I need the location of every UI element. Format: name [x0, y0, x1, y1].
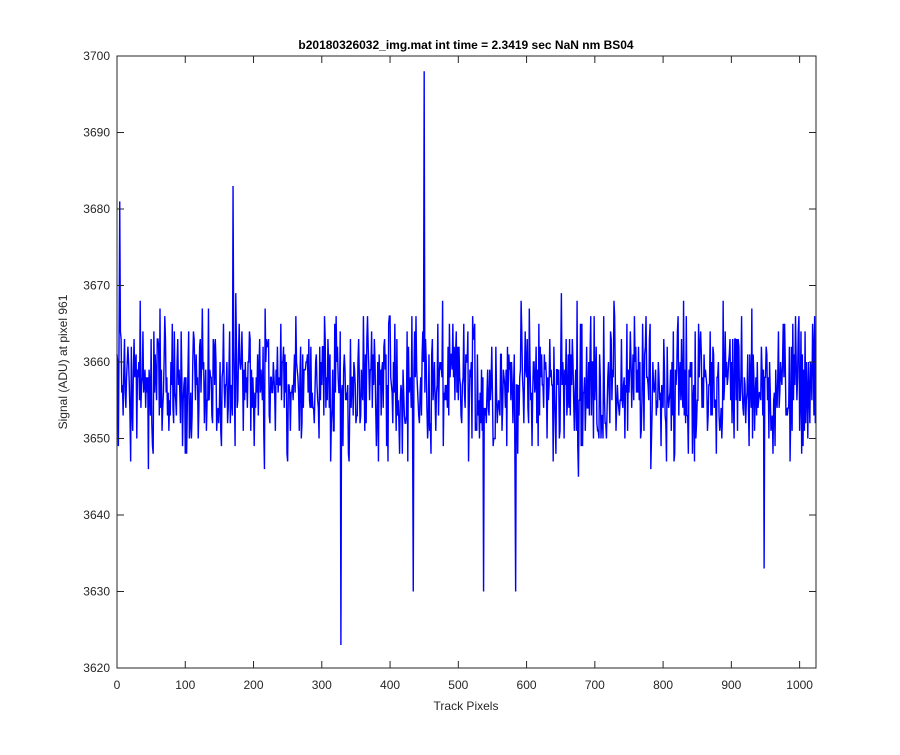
- signal-series-line: [116, 71, 817, 646]
- x-tick-label: 0: [114, 678, 121, 692]
- x-tick-label: 400: [380, 678, 400, 692]
- y-tick-label: 3680: [83, 202, 110, 216]
- series-layer: [116, 71, 817, 646]
- x-tick-label: 1000: [786, 678, 813, 692]
- x-tick-label: 600: [517, 678, 537, 692]
- y-tick-label: 3660: [83, 355, 110, 369]
- y-tick-label: 3670: [83, 279, 110, 293]
- x-tick-label: 300: [312, 678, 332, 692]
- y-tick-label: 3690: [83, 126, 110, 140]
- y-tick-label: 3650: [83, 432, 110, 446]
- chart-title: b20180326032_img.mat int time = 2.3419 s…: [298, 38, 634, 52]
- x-tick-label: 200: [244, 678, 264, 692]
- x-tick-label: 800: [653, 678, 673, 692]
- y-tick-label: 3640: [83, 508, 110, 522]
- y-axis-label: Signal (ADU) at pixel 961: [56, 294, 70, 429]
- y-tick-label: 3630: [83, 585, 110, 599]
- x-axis-label: Track Pixels: [434, 699, 499, 713]
- plot-area-frame: [116, 55, 817, 669]
- ticks-layer: 0 100 200 300 400 500 600 700 800 900 1000 3620 3630…: [83, 49, 816, 692]
- y-tick-label: 3620: [83, 661, 110, 675]
- x-tick-label: 900: [721, 678, 741, 692]
- y-tick-label: 3700: [83, 49, 110, 63]
- x-tick-label: 500: [448, 678, 468, 692]
- x-tick-label: 700: [585, 678, 605, 692]
- x-tick-label: 100: [175, 678, 195, 692]
